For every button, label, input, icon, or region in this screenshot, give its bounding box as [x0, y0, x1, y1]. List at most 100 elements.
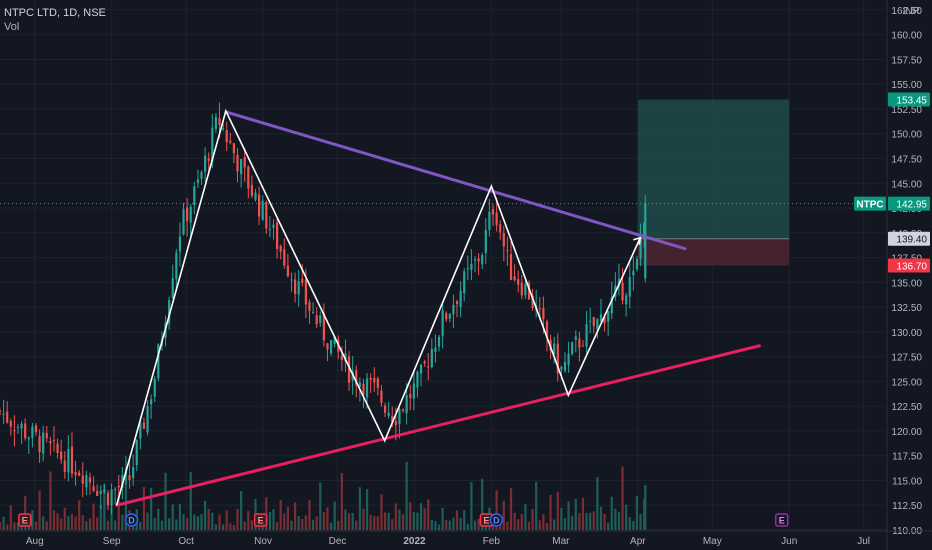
candle-body — [52, 439, 56, 441]
entry-price-text: 139.40 — [896, 235, 927, 246]
symbol-title[interactable]: NTPC LTD, 1D, NSE — [4, 7, 106, 19]
volume-bar — [448, 520, 451, 530]
volume-bar — [373, 515, 376, 530]
candle-body — [639, 237, 642, 259]
volume-bar — [347, 513, 351, 530]
candle-body — [272, 224, 275, 228]
candle-body — [545, 321, 549, 338]
candle-body — [553, 343, 556, 355]
volume-bar — [416, 512, 419, 530]
volume-bar — [225, 510, 228, 530]
volume-bar — [412, 511, 415, 530]
volume-bar — [542, 514, 545, 530]
candle-body — [247, 166, 250, 189]
candle-body — [644, 203, 647, 279]
volume-bar — [441, 507, 444, 530]
x-tick-label: Nov — [254, 536, 272, 547]
candle-body — [423, 361, 426, 364]
earnings-marker[interactable]: E — [18, 513, 32, 527]
candle-body — [218, 118, 221, 126]
candle-body — [520, 282, 523, 296]
entry-price-label: 139.40 — [888, 231, 930, 246]
volume-bar — [293, 502, 297, 530]
candle-body — [254, 192, 257, 200]
candle-body — [38, 435, 41, 453]
candle-body — [279, 246, 282, 252]
candle-body — [293, 279, 297, 294]
y-tick-label: 150.00 — [891, 130, 922, 141]
stop-price-tag — [888, 258, 930, 273]
volume-bar — [142, 487, 146, 530]
candle-body — [63, 460, 66, 472]
volume-bar — [121, 514, 124, 530]
earnings-marker[interactable]: E — [253, 513, 268, 527]
candle-body — [470, 263, 473, 270]
event-letter: E — [22, 516, 28, 526]
volume-bar — [434, 520, 437, 530]
volume-bar — [189, 471, 192, 530]
candle-body — [290, 279, 293, 281]
volume-bar — [16, 522, 20, 530]
volume-bar — [535, 481, 538, 530]
volume-bar — [110, 506, 113, 530]
volume-bar — [186, 518, 189, 530]
volume-bar — [495, 490, 498, 530]
target-price-text: 153.45 — [896, 96, 927, 107]
candle-body — [481, 255, 484, 265]
candle-body — [340, 355, 343, 360]
volume-bar — [243, 521, 246, 530]
event-letter: E — [483, 516, 489, 526]
y-tick-label: 145.00 — [891, 179, 922, 190]
volume-bar — [168, 518, 171, 530]
candle-body — [513, 276, 516, 281]
volume-bar — [614, 508, 617, 530]
volume-bar — [103, 484, 106, 530]
dividend-marker[interactable]: D — [489, 513, 504, 527]
volume-bar — [204, 500, 207, 530]
candle-body — [347, 356, 351, 383]
x-tick-label: Jul — [857, 536, 870, 547]
volume-bar — [545, 523, 549, 530]
candle-body — [527, 282, 531, 300]
volume-bar — [196, 516, 200, 530]
volume-label[interactable]: Vol — [4, 21, 20, 33]
y-tick-label: 130.00 — [891, 328, 922, 339]
candle-body — [153, 378, 156, 397]
candle-body — [99, 490, 102, 494]
candle-body — [103, 489, 106, 493]
candle-body — [146, 406, 149, 433]
y-tick-label: 160.00 — [891, 31, 922, 42]
volume-bar — [31, 510, 34, 530]
volume-bar — [157, 508, 160, 530]
x-tick-label: Feb — [483, 536, 501, 547]
candle-body — [110, 489, 113, 506]
candle-body — [85, 475, 88, 488]
candle-body — [362, 383, 365, 396]
volume-bar — [607, 522, 610, 530]
volume-bar — [272, 509, 275, 530]
volume-bar — [463, 509, 466, 530]
volume-bar — [70, 513, 74, 530]
volume-bar — [592, 511, 595, 530]
candle-body — [81, 475, 84, 484]
candle-body — [265, 202, 268, 229]
candle-body — [20, 423, 23, 429]
earnings-marker[interactable]: E — [775, 513, 789, 527]
y-tick-label: 115.00 — [892, 476, 922, 487]
volume-bar — [553, 519, 556, 530]
candle-body — [243, 157, 246, 168]
volume-bar — [643, 499, 646, 530]
volume-bar — [24, 495, 27, 530]
candle-body — [88, 477, 92, 483]
candle-body — [236, 154, 239, 172]
volume-bar — [527, 521, 531, 530]
volume-bar — [96, 517, 99, 530]
candle-body — [240, 159, 243, 175]
volume-bar — [193, 514, 196, 530]
volume-bar — [578, 513, 581, 530]
volume-bar — [88, 518, 92, 530]
volume-bar — [599, 506, 603, 530]
candle-body — [488, 211, 491, 230]
dividend-marker[interactable]: D — [124, 513, 139, 527]
